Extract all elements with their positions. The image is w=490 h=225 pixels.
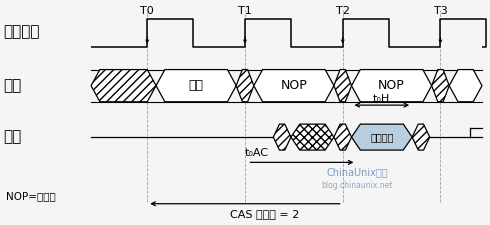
Polygon shape: [449, 70, 482, 102]
Polygon shape: [432, 70, 449, 102]
Text: t₀AC: t₀AC: [245, 148, 269, 158]
Polygon shape: [334, 70, 351, 102]
Polygon shape: [334, 124, 351, 150]
Text: T3: T3: [434, 6, 447, 16]
Text: 读取: 读取: [189, 79, 204, 92]
Text: blog.chinaunix.net: blog.chinaunix.net: [322, 181, 393, 190]
Text: ChinaUnix付题: ChinaUnix付题: [326, 167, 388, 177]
Polygon shape: [156, 70, 236, 102]
Text: T1: T1: [238, 6, 252, 16]
Polygon shape: [254, 70, 334, 102]
Polygon shape: [412, 124, 430, 150]
Polygon shape: [291, 124, 334, 150]
Polygon shape: [351, 124, 412, 150]
Text: NOP=无操作: NOP=无操作: [5, 191, 55, 201]
Text: t₀H: t₀H: [373, 94, 391, 104]
Polygon shape: [351, 70, 432, 102]
Text: 时钓周期: 时钓周期: [3, 25, 40, 40]
Text: T2: T2: [336, 6, 350, 16]
Polygon shape: [273, 124, 291, 150]
Text: NOP: NOP: [378, 79, 405, 92]
Text: 命令: 命令: [3, 78, 22, 93]
Polygon shape: [236, 70, 254, 102]
Text: 数据: 数据: [3, 130, 22, 145]
Text: T0: T0: [141, 6, 154, 16]
Text: 数据输出: 数据输出: [370, 132, 393, 142]
Text: NOP: NOP: [280, 79, 307, 92]
Text: CAS 潜伏期 = 2: CAS 潜伏期 = 2: [230, 209, 299, 219]
Polygon shape: [91, 70, 156, 102]
